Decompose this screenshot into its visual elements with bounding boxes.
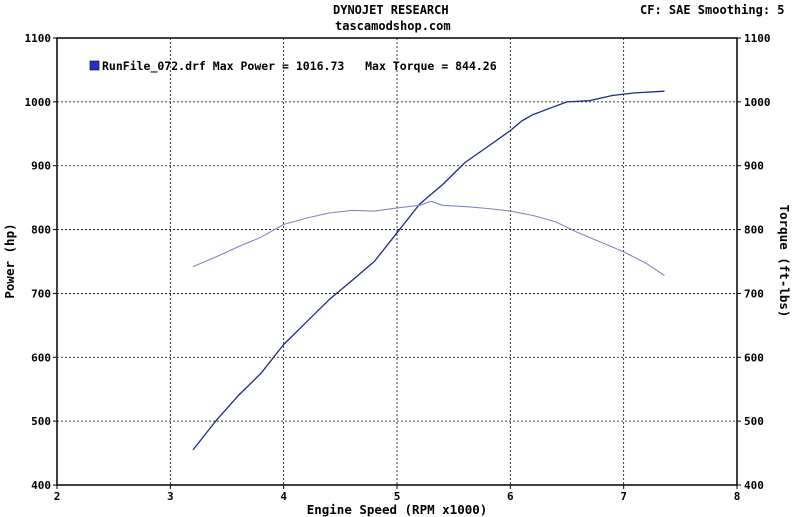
x-tick-label: 5 (394, 490, 401, 503)
y-tick-label: 800 (31, 224, 51, 237)
y2-tick-label: 700 (744, 287, 764, 300)
y2-tick-label: 1000 (744, 96, 771, 109)
x-tick-label: 7 (620, 490, 627, 503)
y2-tick-label: 1100 (744, 32, 771, 45)
plot-area (56, 37, 738, 486)
y2-tick-label: 800 (744, 224, 764, 237)
x-axis-label: Engine Speed (RPM x1000) (307, 502, 488, 517)
y-axis-label: Power (hp) (2, 223, 17, 298)
chart-subtitle: tascamodshop.com (335, 19, 451, 33)
x-tick-label: 2 (54, 490, 61, 503)
y2-tick-label: 500 (744, 415, 764, 428)
x-tick-label: 4 (280, 490, 287, 503)
chart-title: DYNOJET RESEARCH (333, 3, 449, 17)
axis-ticks: 2 3 4 5 6 7 8400500600700800900100011004005006… (25, 32, 771, 503)
series (192, 90, 665, 451)
y-tick-label: 600 (31, 351, 51, 364)
grid (57, 38, 737, 485)
y2-tick-label: 900 (744, 160, 764, 173)
y-tick-label: 700 (31, 287, 51, 300)
y-tick-label: 900 (31, 160, 51, 173)
y-tick-label: 1000 (25, 96, 52, 109)
y-tick-label: 400 (31, 479, 51, 492)
legend-entry: RunFile_072.drf Max Power = 1016.73 Max … (102, 59, 497, 74)
y2-tick-label: 400 (744, 479, 764, 492)
power-curve (192, 90, 665, 451)
y-tick-label: 1100 (25, 32, 52, 45)
x-tick-label: 3 (167, 490, 174, 503)
x-tick-label: 8 (734, 490, 741, 503)
torque-curve (192, 200, 665, 276)
y-tick-label: 500 (31, 415, 51, 428)
legend-swatch (89, 60, 100, 71)
y2-axis-label: Torque (ft-lbs) (777, 205, 792, 318)
settings-info: CF: SAE Smoothing: 5 (640, 3, 785, 17)
y2-tick-label: 600 (744, 351, 764, 364)
x-tick-label: 6 (507, 490, 514, 503)
